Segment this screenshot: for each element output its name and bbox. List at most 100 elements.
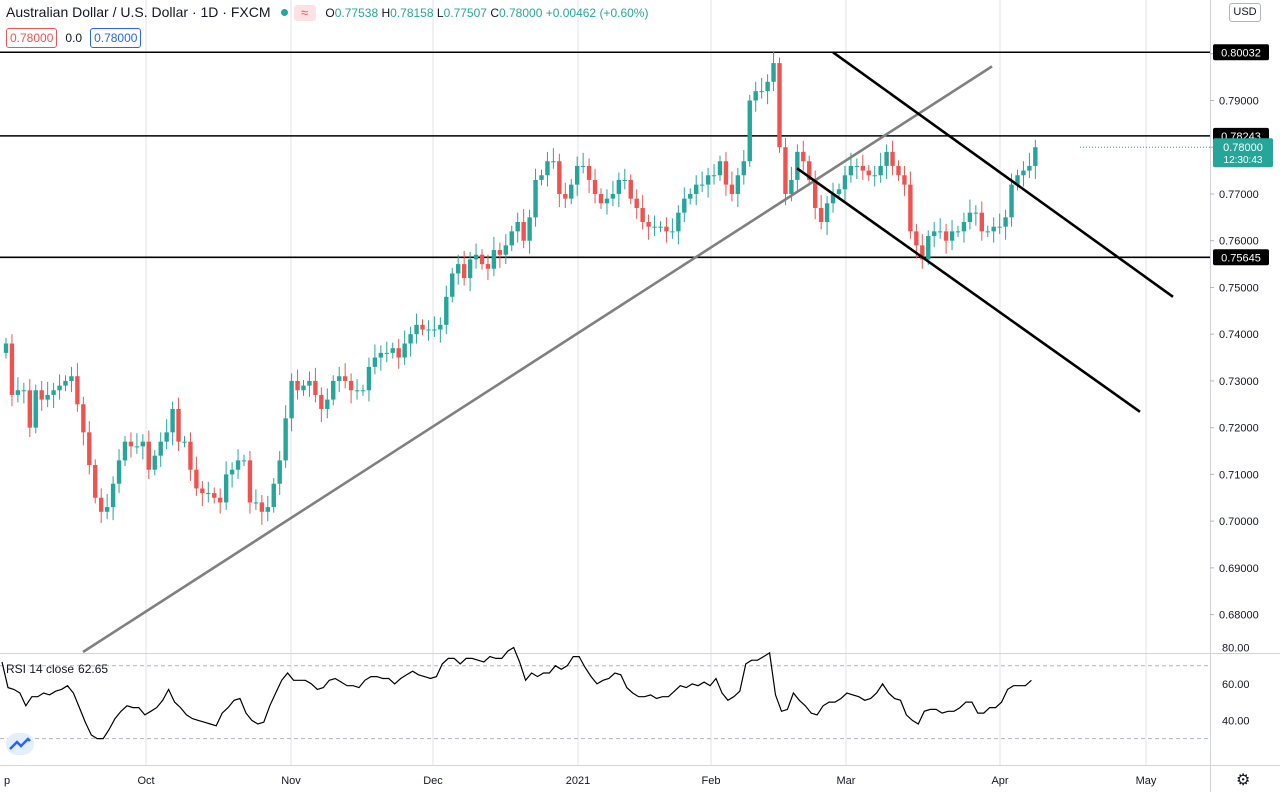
candle-body <box>99 497 104 512</box>
candle-body <box>378 352 384 358</box>
candle-body <box>771 63 776 82</box>
candle-body <box>366 366 372 391</box>
candle-body <box>533 179 538 218</box>
tradingview-logo-icon[interactable] <box>6 733 34 755</box>
candle-body <box>598 193 604 204</box>
candle-body <box>15 390 21 395</box>
candle-body <box>212 493 217 498</box>
candle-body <box>795 151 800 180</box>
candle-body <box>21 390 27 392</box>
level-tag-box <box>1213 44 1269 61</box>
close-value: 0.78000 <box>498 6 543 20</box>
candle-body <box>39 390 44 400</box>
candle-body <box>354 390 360 392</box>
candle-body <box>521 222 526 241</box>
candle-body <box>45 394 50 400</box>
candle-body <box>914 231 919 246</box>
candle-body <box>206 493 211 495</box>
last-price-label: 0.78000 <box>1223 142 1263 154</box>
candle-body <box>259 502 265 512</box>
time-tick-label: May <box>1136 775 1157 787</box>
candle-body <box>223 474 229 503</box>
candle-body <box>735 175 741 194</box>
candle-body <box>1003 217 1008 227</box>
candle-body <box>87 432 92 466</box>
candle-body <box>1009 184 1014 218</box>
candle-body <box>789 179 794 194</box>
channel-lower <box>796 167 1141 413</box>
candle-body <box>985 231 990 233</box>
candle-body <box>3 343 9 353</box>
candle-body <box>545 161 550 176</box>
gear-icon[interactable]: ⚙ <box>1236 772 1251 789</box>
candle-body <box>283 418 288 461</box>
candle-body <box>741 161 746 176</box>
candle-body <box>396 348 401 358</box>
candle-body <box>824 203 830 223</box>
currency-button[interactable]: USD <box>1229 3 1261 22</box>
candle-body <box>331 380 336 400</box>
candle-body <box>717 161 723 176</box>
candle-body <box>420 324 425 330</box>
candle-body <box>551 161 556 163</box>
candle-body <box>479 254 485 265</box>
symbol-title: Australian Dollar / U.S. Dollar · 1D · F… <box>6 4 271 20</box>
time-tick-label: Dec <box>423 775 443 787</box>
price-tick-label: 0.76000 <box>1219 236 1259 248</box>
price-tick-label: 0.79000 <box>1219 95 1259 107</box>
candle-body <box>301 385 306 391</box>
candle-body <box>200 488 205 494</box>
candle-body <box>759 91 764 93</box>
candle-body <box>753 91 758 101</box>
candle-body <box>515 222 520 232</box>
price-tick-label: 0.70000 <box>1219 516 1259 528</box>
candle-body <box>967 212 973 223</box>
candle-body <box>408 334 413 344</box>
candle-body <box>652 226 657 228</box>
candle-body <box>384 352 389 354</box>
rsi-line <box>1 646 1032 740</box>
price-tick-label: 0.72000 <box>1219 423 1259 435</box>
candle-body <box>705 175 711 185</box>
candle-body <box>342 376 348 381</box>
close-label: C <box>490 6 499 20</box>
low-value: 0.77507 <box>443 6 487 20</box>
sell-price-button[interactable]: 0.78000 <box>6 28 58 48</box>
candle-body <box>456 264 461 274</box>
candle-body <box>628 179 633 199</box>
candle-body <box>801 151 806 162</box>
candle-body <box>926 236 931 260</box>
candle-body <box>253 502 259 504</box>
candle-body <box>27 390 32 428</box>
price-tick-label: 0.73000 <box>1219 376 1259 388</box>
candle-body <box>122 441 128 461</box>
channel-upper <box>832 51 1174 298</box>
candle-body <box>682 198 687 213</box>
candle-body <box>586 165 592 180</box>
candle-body <box>33 390 38 428</box>
candle-body <box>57 385 62 391</box>
candle-body <box>128 441 134 447</box>
candle-body <box>658 226 663 228</box>
high-value: 0.78158 <box>390 6 434 20</box>
candle-body <box>116 460 122 484</box>
time-tick-label: Feb <box>702 775 721 787</box>
candle-body <box>783 147 788 194</box>
ohlc-readout: O0.77538 H0.78158 L0.77507 C0.78000 +0.0… <box>325 6 648 20</box>
price-boxes: 0.78000 0.0 0.78000 <box>6 28 142 48</box>
rsi-tick-label: 80.00 <box>1222 642 1250 654</box>
candle-body <box>842 175 848 190</box>
tradingview-logo-shape <box>9 737 31 750</box>
candle-body <box>1015 175 1020 185</box>
candle-body <box>158 441 163 456</box>
time-tick-label: Mar <box>837 775 856 787</box>
candle-body <box>807 161 812 180</box>
approx-icon[interactable]: ≈ <box>293 5 316 22</box>
level-tag-label: 0.75645 <box>1221 252 1261 264</box>
buy-price-button[interactable]: 0.78000 <box>90 28 142 48</box>
candle-body <box>402 343 407 358</box>
candle-body <box>170 408 175 433</box>
spread-value: 0.0 <box>65 31 83 45</box>
